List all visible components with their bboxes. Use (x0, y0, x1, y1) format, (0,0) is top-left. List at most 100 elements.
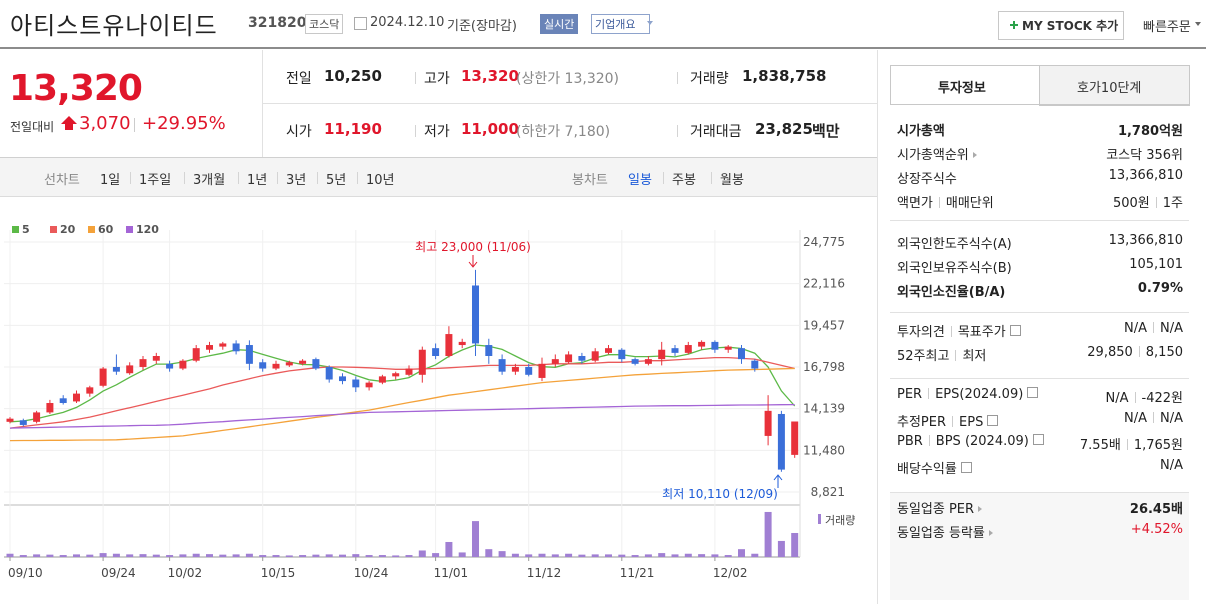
divider (1155, 197, 1157, 208)
company-info-button[interactable]: 기업개요 (591, 14, 651, 34)
candle-body (86, 387, 94, 394)
ma-line (9, 356, 795, 429)
period-tab[interactable]: 주봉 (672, 173, 696, 188)
divider (357, 172, 358, 184)
volume-bar (112, 553, 120, 557)
info-label: 시가총액순위 (897, 144, 977, 163)
calendar-icon (354, 17, 367, 30)
change: 3,070 (79, 113, 131, 134)
info-value: 7.55배 1,765원 (1080, 434, 1183, 453)
volume-bar (498, 551, 506, 557)
info-value: 29,850 8,150 (1087, 345, 1183, 360)
quote-value: 10,250 (324, 67, 382, 85)
tab-active[interactable] (890, 65, 1040, 105)
tab[interactable] (1039, 65, 1190, 106)
quick-order[interactable]: 빠른주문 (1143, 20, 1191, 35)
candle-body (272, 363, 280, 369)
arrow-icon (972, 152, 977, 158)
info-row: 상장주식수 13,366,810 (897, 168, 1183, 188)
range-tab[interactable]: 1주일 (139, 173, 172, 188)
stock-code: 321820 (248, 15, 307, 31)
info-value: 0.79% (1138, 281, 1183, 296)
basis: 기준(장마감) (447, 19, 517, 34)
volume-bar (299, 555, 307, 557)
info-row: 동일업종 PER 26.45배 (897, 498, 1183, 518)
market-badge: 코스닥 (305, 14, 344, 34)
divider (317, 172, 318, 184)
candle-body (405, 368, 413, 375)
volume-bar (378, 555, 386, 557)
info-row: 52주최고 최저 29,850 8,150 (897, 345, 1183, 365)
value-text: 105,101 (1129, 257, 1183, 272)
range-tab[interactable]: 3년 (286, 173, 307, 188)
candle-body (33, 412, 41, 422)
y-tick-label: 24,775 (803, 235, 845, 249)
period-tab[interactable]: 월봉 (720, 173, 744, 188)
quote-note: (하한가 7,180) (516, 124, 611, 140)
volume-bar (206, 554, 213, 557)
range-tab[interactable]: 10년 (366, 173, 395, 188)
legend-swatch (12, 226, 19, 233)
label-text: BPS (2024.09) (935, 434, 1029, 449)
value-text: N/A (1105, 391, 1129, 406)
annotation-arrow (773, 474, 783, 488)
value-text: 0.79% (1137, 281, 1183, 296)
volume-bar (591, 554, 599, 557)
quote-label: 저가 (424, 124, 450, 140)
value-text: 13,366,810 (1108, 233, 1183, 248)
period-tab[interactable]: 일봉 (628, 173, 652, 188)
divider (1126, 439, 1128, 450)
y-tick-label: 19,457 (803, 318, 845, 332)
quote-value: 11,190 (324, 120, 382, 138)
info-label: 배당수익률 (897, 458, 972, 477)
value-text: -422원 (1141, 391, 1183, 406)
quote-value: 1,838,758 (742, 67, 827, 85)
volume-bar (59, 555, 67, 557)
candle-body (511, 366, 519, 372)
y-tick-label: 16,798 (803, 360, 845, 374)
info-value: 105,101 (1129, 257, 1183, 272)
label-text: PBR (897, 434, 923, 449)
info-value: N/A N/A (1124, 411, 1183, 426)
volume-bar (325, 554, 333, 557)
candle-body (738, 348, 745, 360)
range-tab[interactable]: 1일 (100, 173, 121, 188)
candle-body (671, 348, 679, 353)
y-tick-label: 14,139 (803, 402, 845, 416)
current-price: 13,320 (9, 68, 143, 109)
volume-bar (405, 555, 413, 557)
volume-bar (365, 555, 373, 557)
volume-bar (618, 554, 626, 557)
tab-label: 투자정보 (938, 81, 986, 96)
chart-tab-bar (0, 158, 877, 197)
range-tab[interactable]: 1년 (247, 173, 268, 188)
candle-body (751, 360, 759, 369)
volume-bar (245, 553, 253, 557)
value-text: 13,366,810 (1108, 168, 1183, 183)
candle-body (605, 348, 612, 353)
label-text: 액면가 (897, 196, 933, 211)
x-tick-label: 09/10 (8, 566, 43, 580)
quote-value: 13,320 (461, 67, 519, 85)
divider (1153, 322, 1154, 333)
info-value: 코스닥 356위 (1106, 144, 1183, 163)
range-tab[interactable]: 3개월 (193, 173, 226, 188)
volume-bar (192, 553, 200, 557)
my-stock-button[interactable] (998, 11, 1124, 40)
volume-bar (644, 554, 652, 557)
realtime-button[interactable]: 실시간 (540, 14, 579, 34)
up-arrow-stem (65, 124, 73, 130)
candle-body (711, 341, 719, 350)
divider (711, 172, 712, 184)
range-tab[interactable]: 5년 (326, 173, 347, 188)
volume-bar (711, 554, 719, 557)
label-text: 외국인한도주식수(A) (897, 237, 1012, 252)
annotation-arrow (468, 255, 478, 268)
candle-body (591, 351, 599, 361)
divider (928, 435, 930, 446)
quote-label: 거래대금 (690, 124, 742, 140)
info-row: 추정PER EPS N/A N/A (897, 411, 1183, 431)
info-value: 26.45배 (1130, 498, 1183, 517)
candle-body (432, 348, 440, 356)
